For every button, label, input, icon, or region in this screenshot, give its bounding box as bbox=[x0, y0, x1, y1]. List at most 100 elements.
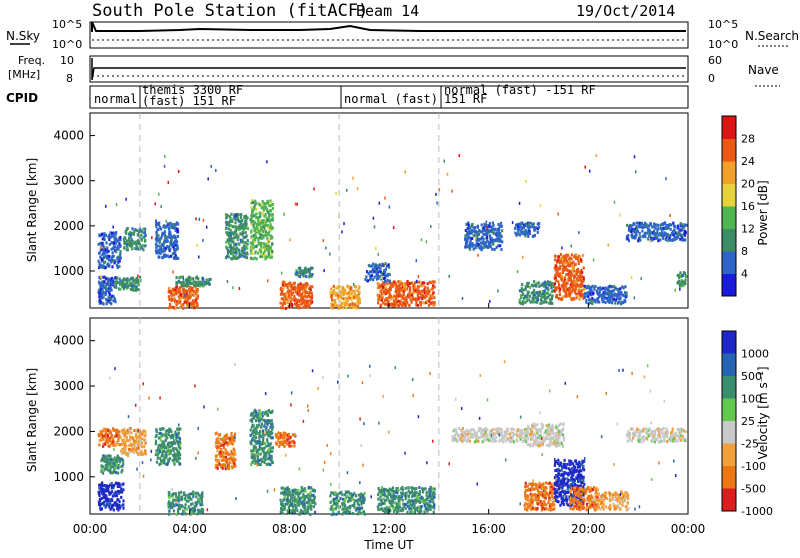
radar-cell bbox=[247, 239, 249, 242]
radar-cell bbox=[533, 289, 535, 292]
radar-cell bbox=[333, 285, 335, 288]
radar-cell bbox=[283, 213, 285, 216]
radar-cell bbox=[289, 499, 291, 502]
radar-cell bbox=[538, 281, 540, 284]
radar-cell bbox=[430, 487, 432, 490]
radar-cell bbox=[242, 232, 244, 235]
radar-cell bbox=[288, 433, 290, 436]
radar-cell bbox=[198, 494, 200, 497]
radar-cell bbox=[361, 507, 363, 510]
radar-cell bbox=[421, 505, 423, 508]
radar-cell bbox=[262, 415, 264, 418]
radar-cell bbox=[423, 281, 425, 284]
radar-cell bbox=[226, 434, 228, 437]
radar-cell bbox=[157, 245, 159, 248]
radar-cell bbox=[166, 220, 168, 223]
radar-cell bbox=[289, 436, 291, 439]
radar-cell bbox=[125, 232, 127, 235]
radar-cell bbox=[234, 465, 236, 468]
radar-cell bbox=[533, 280, 535, 283]
radar-cell bbox=[402, 489, 404, 492]
radar-cell bbox=[341, 230, 343, 233]
radar-cell bbox=[191, 286, 193, 289]
radar-cell bbox=[387, 496, 389, 499]
radar-cell bbox=[428, 290, 430, 293]
radar-cell bbox=[130, 427, 132, 430]
radar-cell bbox=[408, 304, 410, 307]
radar-cell bbox=[235, 227, 237, 230]
radar-cell bbox=[260, 242, 262, 245]
radar-cell bbox=[272, 446, 274, 449]
radar-cell bbox=[486, 220, 488, 223]
radar-cell bbox=[157, 457, 159, 460]
radar-cell bbox=[169, 303, 171, 306]
radar-cell bbox=[537, 231, 539, 234]
radar-cell bbox=[264, 202, 266, 205]
radar-cell bbox=[100, 282, 102, 285]
radar-cell bbox=[418, 275, 420, 278]
radar-cell bbox=[402, 509, 404, 512]
radar-cell bbox=[561, 246, 563, 249]
radar-cell bbox=[329, 291, 331, 294]
radar-cell bbox=[119, 483, 121, 486]
radar-cell bbox=[235, 214, 237, 217]
radar-cell bbox=[394, 304, 396, 307]
radar-cell bbox=[521, 283, 523, 286]
radar-cell bbox=[260, 425, 262, 428]
radar-cell bbox=[384, 280, 386, 283]
radar-cell bbox=[482, 440, 484, 443]
radar-cell bbox=[399, 293, 401, 296]
radar-cell bbox=[291, 503, 293, 506]
radar-cell bbox=[343, 222, 345, 225]
velocity-panel bbox=[90, 318, 688, 516]
radar-cell bbox=[665, 177, 667, 180]
radar-cell bbox=[271, 432, 273, 435]
radar-cell bbox=[99, 251, 101, 254]
radar-cell bbox=[238, 252, 240, 255]
radar-cell bbox=[596, 154, 598, 157]
radar-cell bbox=[159, 245, 161, 248]
radar-cell bbox=[334, 299, 336, 302]
radar-cell bbox=[534, 425, 536, 428]
radar-cell bbox=[551, 294, 553, 297]
radar-cell bbox=[173, 292, 175, 295]
radar-cell bbox=[112, 226, 114, 229]
radar-cell bbox=[224, 442, 226, 445]
radar-cell bbox=[167, 240, 169, 243]
radar-cell bbox=[304, 490, 306, 493]
radar-cell bbox=[124, 237, 126, 240]
radar-cell bbox=[558, 255, 560, 258]
radar-cell bbox=[289, 491, 291, 494]
radar-cell bbox=[337, 297, 339, 300]
radar-cell bbox=[399, 506, 401, 509]
radar-cell bbox=[310, 288, 312, 291]
radar-cell bbox=[105, 292, 107, 295]
radar-cell bbox=[239, 287, 241, 290]
radar-cell bbox=[565, 294, 567, 297]
radar-cell bbox=[111, 235, 113, 238]
radar-cell bbox=[417, 304, 419, 307]
radar-cell bbox=[202, 278, 204, 281]
radar-cell bbox=[178, 497, 180, 500]
radar-cell bbox=[178, 503, 180, 506]
radar-cell bbox=[288, 445, 290, 448]
radar-cell bbox=[648, 229, 650, 232]
radar-cell bbox=[119, 260, 121, 263]
radar-cell bbox=[104, 260, 106, 263]
radar-cell bbox=[477, 254, 479, 257]
radar-cell bbox=[539, 437, 541, 440]
radar-cell bbox=[144, 449, 146, 452]
radar-cell bbox=[547, 287, 549, 290]
radar-cell bbox=[311, 267, 313, 270]
radar-cell bbox=[272, 207, 274, 210]
radar-cell bbox=[155, 202, 157, 205]
radar-cell bbox=[225, 456, 227, 459]
radar-cell bbox=[619, 214, 621, 217]
radar-cell bbox=[408, 499, 410, 502]
radar-cell bbox=[220, 438, 222, 441]
radar-cell bbox=[116, 276, 118, 279]
radar-cell bbox=[133, 284, 135, 287]
radar-cell bbox=[582, 254, 584, 257]
radar-cell bbox=[471, 237, 473, 240]
radar-cell bbox=[113, 241, 115, 244]
